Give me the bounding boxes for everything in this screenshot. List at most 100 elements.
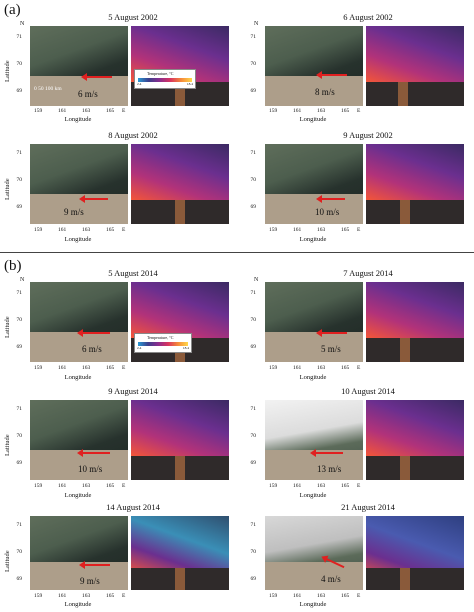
wind-speed: 13 m/s: [317, 464, 342, 474]
east-label: E: [122, 227, 126, 233]
lat-tick: 70: [250, 317, 257, 323]
latitude-label: Latitude: [4, 550, 11, 572]
date-label: 9 August 2002: [343, 130, 393, 140]
thermal-image: [131, 516, 229, 590]
river-delta: [400, 456, 410, 480]
date-label: 6 August 2002: [343, 12, 393, 22]
east-label: E: [357, 365, 361, 371]
wind-direction-arrow: [316, 329, 347, 337]
wind-direction-arrow: [79, 195, 108, 203]
lon-tick: 165: [106, 227, 115, 233]
lon-tick: 159: [34, 365, 43, 371]
lat-tick: 71: [16, 34, 23, 40]
section-a-label: (a): [4, 2, 21, 18]
latitude-label: Latitude: [4, 178, 11, 200]
satellite-rgb-image: 10 m/s: [265, 144, 363, 224]
lon-tick: 161: [58, 108, 67, 114]
latitude-label: Latitude: [4, 434, 11, 456]
wind-direction-arrow: [79, 561, 110, 569]
east-label: E: [357, 108, 361, 114]
lon-tick: 159: [269, 227, 278, 233]
longitude-label: Longitude: [64, 374, 92, 381]
thermal-image: [366, 400, 464, 480]
lat-tick: 71: [16, 406, 23, 412]
satellite-rgb-image: 9 m/s: [30, 144, 128, 224]
wind-speed: 9 m/s: [64, 207, 84, 217]
lon-tick: 165: [341, 108, 350, 114]
thermal-image: [366, 26, 464, 106]
lat-tick: 69: [16, 204, 23, 210]
land-mask: [366, 338, 464, 362]
lon-tick: 163: [317, 108, 326, 114]
thermal-image: [366, 144, 464, 224]
lat-tick: 69: [250, 344, 257, 350]
lon-tick: 163: [317, 227, 326, 233]
colorbar-gradient: [138, 78, 192, 82]
longitude-label: Longitude: [299, 601, 327, 608]
lat-tick: 71: [250, 34, 257, 40]
longitude-label: Longitude: [64, 236, 92, 243]
land-mask: [366, 82, 464, 106]
east-label: E: [122, 593, 126, 599]
longitude-ticks: 159 161 163 165 E: [30, 227, 140, 235]
river-delta: [400, 338, 410, 362]
lat-tick: 71: [16, 522, 23, 528]
wind-direction-arrow: [77, 329, 110, 337]
thermal-image: [131, 144, 229, 224]
colorbar-title: Temperature, °C: [147, 71, 174, 76]
wind-direction-arrow: [81, 73, 112, 81]
satellite-rgb-image: 9 m/s: [30, 516, 128, 590]
lat-tick: 69: [16, 88, 23, 94]
lon-tick: 161: [58, 483, 67, 489]
lat-tick: 71: [16, 290, 23, 296]
lon-tick: 165: [341, 227, 350, 233]
lat-tick: 70: [16, 177, 23, 183]
colorbar-gradient: [138, 342, 188, 346]
scale-bar: 0 50 100 km: [34, 86, 62, 92]
satellite-rgb-image: 10 m/s: [30, 400, 128, 480]
lon-tick: 161: [293, 227, 302, 233]
tundra-area: [265, 331, 363, 362]
lon-tick: 163: [82, 365, 91, 371]
east-label: E: [122, 108, 126, 114]
lon-tick: 161: [293, 365, 302, 371]
date-label: 8 August 2002: [108, 130, 158, 140]
lat-tick: 71: [16, 150, 23, 156]
satellite-rgb-image: 4 m/s: [265, 516, 363, 590]
lon-tick: 159: [269, 483, 278, 489]
river-delta: [175, 456, 185, 480]
lat-tick: 70: [250, 549, 257, 555]
lon-tick: 163: [317, 365, 326, 371]
date-label: 5 August 2014: [108, 268, 158, 278]
lon-tick: 159: [269, 108, 278, 114]
lon-tick: 165: [106, 108, 115, 114]
lat-tick: 70: [250, 433, 257, 439]
wind-speed: 6 m/s: [82, 344, 102, 354]
thermal-image: [366, 516, 464, 590]
longitude-ticks: 159 161 163 165 E: [265, 593, 375, 601]
longitude-label: Longitude: [64, 492, 92, 499]
land-mask: [366, 456, 464, 480]
lon-tick: 163: [82, 483, 91, 489]
satellite-rgb-image: 13 m/s: [265, 400, 363, 480]
wind-speed: 6 m/s: [78, 89, 98, 99]
east-label: E: [357, 483, 361, 489]
date-label: 5 August 2002: [108, 12, 158, 22]
lon-tick: 163: [317, 483, 326, 489]
colorbar: Temperature, °C 2.4 18.4: [134, 69, 196, 89]
thermal-image: Temperature, °C 2.4 18.4: [131, 282, 229, 362]
wind-speed: 4 m/s: [321, 574, 341, 584]
longitude-label: Longitude: [299, 492, 327, 499]
lon-tick: 165: [341, 365, 350, 371]
north-label: N: [254, 21, 259, 27]
lat-tick: 69: [16, 344, 23, 350]
wind-speed: 8 m/s: [315, 87, 335, 97]
longitude-label: Longitude: [64, 116, 92, 123]
section-b-label: (b): [4, 258, 22, 274]
lat-tick: 69: [16, 460, 23, 466]
lon-tick: 159: [269, 365, 278, 371]
lon-tick: 161: [293, 483, 302, 489]
east-label: E: [357, 227, 361, 233]
lat-tick: 69: [250, 460, 257, 466]
north-label: N: [254, 277, 259, 283]
